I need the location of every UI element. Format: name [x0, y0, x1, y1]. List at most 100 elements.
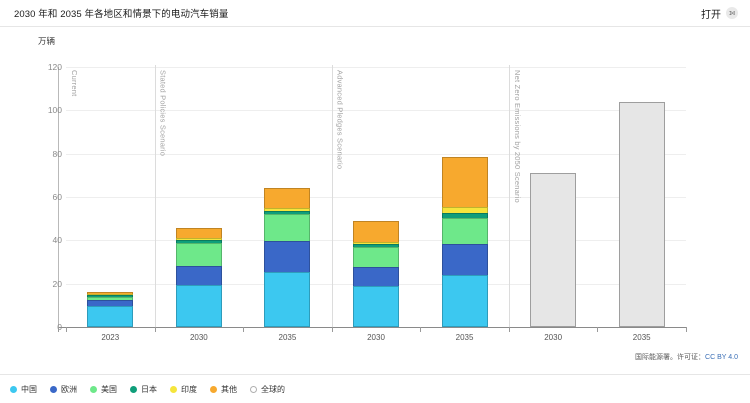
y-axis-tick-label: 100	[47, 105, 62, 116]
bar-segment-中国[interactable]	[264, 271, 311, 327]
bar-2023[interactable]	[87, 292, 134, 327]
legend-swatch-icon	[90, 385, 97, 393]
legend-item-label: 欧洲	[61, 384, 77, 394]
x-axis-tick-label: 2030	[544, 333, 563, 342]
bar-segment-其他[interactable]	[353, 220, 399, 242]
y-axis-line	[58, 67, 59, 327]
x-axis-tick-mark	[58, 327, 59, 332]
bar-segment-中国[interactable]	[175, 284, 222, 327]
scenario-label: Net Zero Emissions by 2050 Scenario	[512, 70, 522, 203]
bar-segment-印度[interactable]	[353, 241, 399, 245]
open-button-label: 打开	[701, 9, 721, 21]
bar-segment-印度[interactable]	[87, 293, 134, 296]
scenario-label: Advanced Pledges Scenario	[335, 70, 345, 170]
legend-swatch-icon	[130, 385, 137, 393]
legend-swatch-icon	[170, 385, 177, 393]
legend-item-其他[interactable]: 其他	[210, 384, 237, 395]
x-axis-tick-mark	[66, 327, 67, 332]
chart-header: 2030 年和 2035 年各地区和情景下的电动汽车销量 打开 ⟕	[0, 0, 750, 27]
source-line: 国际能源署。许可证：CC BY 4.0	[635, 352, 738, 362]
bar-segment-欧洲[interactable]	[87, 299, 134, 307]
bar-segment-全球的[interactable]	[618, 101, 665, 327]
y-axis-tick-label: 0	[57, 322, 62, 332]
legend-item-全球的[interactable]: 全球的	[250, 384, 285, 395]
plot-inner: 0 20 40 60 80 100 120 Current Stated Policies Sc…	[48, 62, 687, 342]
bar-2035[interactable]	[264, 188, 311, 327]
legend-item-label: 印度	[181, 384, 197, 394]
chart-legend: 中国 欧洲 美国 日本 印度 其他 全球的	[0, 374, 750, 403]
bar-segment-中国[interactable]	[87, 306, 134, 327]
x-axis-tick-mark	[154, 327, 156, 332]
bar-segment-美国[interactable]	[441, 217, 488, 244]
bar-segment-欧洲[interactable]	[175, 266, 222, 285]
bar-segment-欧洲[interactable]	[441, 243, 488, 275]
legend-item-中国[interactable]: 中国	[10, 384, 37, 395]
x-axis-tick-label: 2030	[367, 333, 385, 342]
bar-2035[interactable]	[441, 156, 488, 327]
x-axis-tick-mark	[686, 327, 687, 332]
bar-segment-欧洲[interactable]	[264, 241, 311, 272]
legend-swatch-icon	[210, 385, 217, 393]
y-axis-tick-label: 60	[52, 192, 62, 202]
bar-segment-印度[interactable]	[175, 238, 222, 240]
legend-swatch-icon	[50, 385, 57, 393]
grid-line	[66, 67, 686, 68]
grid-line	[66, 153, 686, 155]
open-button[interactable]: 打开 ⟕	[701, 6, 738, 21]
legend-item-label: 日本	[141, 384, 157, 394]
bar-segment-中国[interactable]	[353, 285, 399, 327]
bar-2030[interactable]	[175, 228, 222, 327]
x-axis-tick-label: 2035	[455, 333, 474, 342]
x-axis-tick-label: 2035	[278, 333, 297, 342]
license-link[interactable]: CC BY 4.0	[705, 354, 738, 361]
scenario-label: Current	[70, 70, 79, 97]
bar-segment-美国[interactable]	[353, 246, 399, 268]
grid-line	[66, 197, 686, 198]
legend-swatch-icon	[250, 385, 257, 393]
bar-segment-美国[interactable]	[175, 242, 222, 267]
y-axis-unit-label: 万辆	[38, 36, 56, 46]
bar-2035[interactable]	[618, 101, 665, 327]
x-axis-tick-mark	[420, 327, 422, 332]
plot-area: 万辆 0 20 40 60 80 100 120 Current Stated Policies…	[0, 27, 750, 372]
bar-segment-印度[interactable]	[441, 206, 488, 214]
source-text: 国际能源署。许可证：	[635, 354, 706, 361]
x-axis-tick-mark	[597, 327, 599, 332]
bar-segment-欧洲[interactable]	[353, 267, 399, 286]
bar-segment-印度[interactable]	[264, 207, 311, 212]
x-axis-tick-label: 2035	[632, 333, 651, 342]
bar-segment-日本[interactable]	[175, 239, 222, 243]
bar-2030[interactable]	[530, 173, 577, 327]
bar-segment-全球的[interactable]	[530, 173, 577, 327]
x-axis-tick-mark	[508, 327, 510, 332]
bar-segment-日本[interactable]	[264, 211, 311, 215]
bar-segment-美国[interactable]	[264, 214, 311, 242]
bar-segment-日本[interactable]	[87, 295, 134, 297]
bar-segment-日本[interactable]	[441, 213, 488, 218]
y-axis-tick-label: 20	[52, 278, 62, 289]
y-axis-tick-label: 40	[52, 235, 62, 246]
scenario-separator	[508, 65, 510, 327]
legend-item-日本[interactable]: 日本	[130, 384, 157, 395]
bar-segment-美国[interactable]	[87, 296, 134, 300]
bar-2030[interactable]	[353, 220, 399, 327]
y-axis-tick-label: 120	[47, 62, 62, 72]
bar-segment-其他[interactable]	[87, 292, 134, 294]
bar-segment-中国[interactable]	[441, 275, 488, 327]
legend-item-美国[interactable]: 美国	[90, 384, 117, 395]
legend-item-label: 中国	[21, 384, 37, 394]
bar-segment-其他[interactable]	[264, 188, 311, 208]
page-title: 2030 年和 2035 年各地区和情景下的电动汽车销量	[14, 9, 229, 20]
expand-icon[interactable]: ⟕	[726, 7, 738, 19]
bar-segment-其他[interactable]	[175, 228, 222, 239]
bar-segment-日本[interactable]	[353, 244, 399, 247]
x-axis-tick-mark	[331, 327, 333, 332]
grid-line	[66, 110, 686, 112]
legend-swatch-icon	[10, 385, 17, 393]
bar-segment-其他[interactable]	[441, 156, 488, 207]
scenario-label: Stated Policies Scenario	[158, 70, 168, 157]
x-axis-tick-mark	[243, 327, 245, 332]
legend-item-印度[interactable]: 印度	[170, 384, 197, 395]
legend-item-欧洲[interactable]: 欧洲	[50, 384, 77, 395]
